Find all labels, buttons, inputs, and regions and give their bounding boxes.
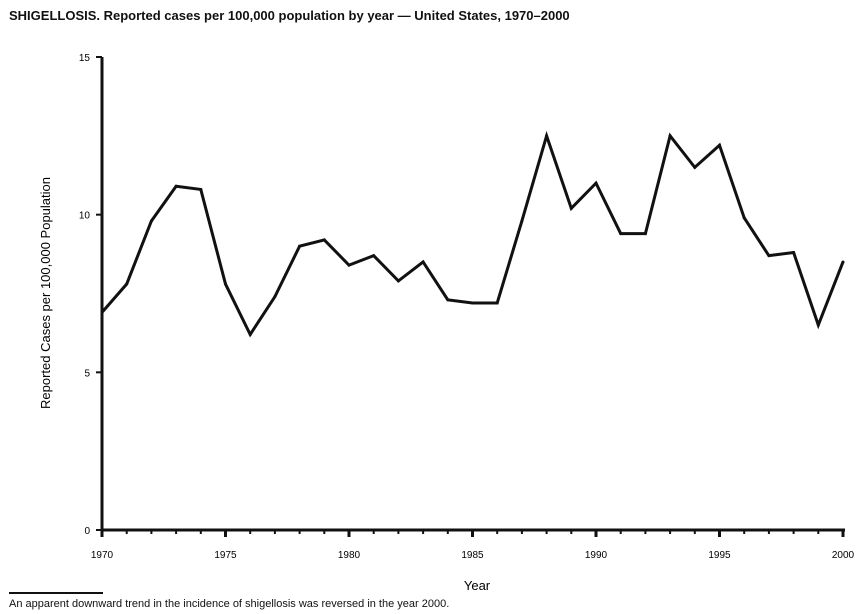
footnote: An apparent downward trend in the incide… <box>9 598 450 610</box>
data-point <box>174 184 178 188</box>
data-point <box>471 301 474 305</box>
data-point <box>718 143 721 147</box>
y-axis-label: Reported Cases per 100,000 Population <box>38 177 53 409</box>
data-point <box>396 279 400 283</box>
series-line <box>100 130 845 338</box>
data-point <box>594 181 598 185</box>
data-point <box>421 260 425 264</box>
x-tick-label: 1980 <box>338 550 361 561</box>
data-point <box>792 251 796 255</box>
x-tick-label: 2000 <box>832 550 855 561</box>
footnote-rule <box>9 592 103 594</box>
data-point <box>841 260 845 264</box>
chart-title: SHIGELLOSIS. Reported cases per 100,000 … <box>9 8 570 23</box>
data-point <box>149 219 153 223</box>
y-tick-label: 5 <box>84 368 90 379</box>
y-tick-label: 0 <box>84 526 90 537</box>
data-point <box>248 332 252 336</box>
data-point <box>767 254 771 258</box>
data-point <box>742 216 746 220</box>
data-point <box>125 282 129 286</box>
y-tick-label: 15 <box>79 53 91 64</box>
data-point <box>545 134 549 138</box>
data-point <box>224 282 227 286</box>
data-point <box>693 165 697 169</box>
x-tick-label: 1970 <box>91 550 114 561</box>
data-point <box>372 254 376 258</box>
data-point <box>816 323 820 327</box>
data-point <box>298 244 302 248</box>
data-point <box>322 238 326 242</box>
data-point <box>668 134 672 138</box>
data-point <box>569 206 573 210</box>
data-point <box>446 298 450 302</box>
data-point <box>100 310 104 314</box>
x-tick-label: 1985 <box>461 550 484 561</box>
data-point <box>643 232 647 236</box>
x-tick-label: 1990 <box>585 550 608 561</box>
x-axis-label: Year <box>464 578 491 593</box>
data-point <box>347 263 351 267</box>
data-point <box>520 219 524 223</box>
y-tick-label: 10 <box>79 211 91 222</box>
x-tick-label: 1995 <box>708 550 731 561</box>
data-point <box>273 295 277 299</box>
x-tick-label: 1975 <box>214 550 237 561</box>
data-point <box>495 301 499 305</box>
data-point <box>619 232 623 236</box>
data-point <box>199 187 203 191</box>
